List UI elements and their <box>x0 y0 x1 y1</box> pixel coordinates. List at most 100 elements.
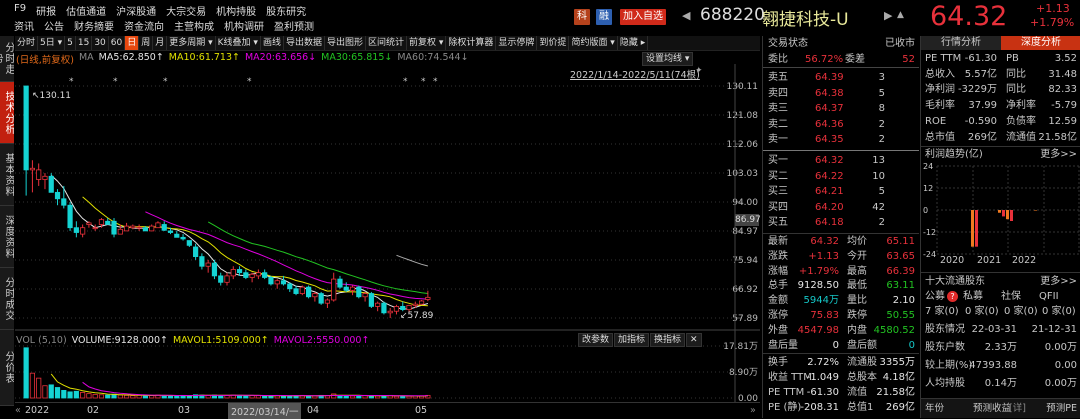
scroll-right-icon[interactable]: » <box>750 405 756 416</box>
profit-y-tick: 24 <box>923 162 933 171</box>
event-marker-icon[interactable]: * <box>113 77 118 87</box>
toolbar-item[interactable]: 30 <box>92 36 109 50</box>
forecast-detail-link[interactable]: [详] <box>1009 403 1026 414</box>
holder-types: 公募 私募 社保 QFII <box>921 289 1080 304</box>
add-indicator-button[interactable]: 加指标 <box>614 333 650 347</box>
candle <box>293 285 299 296</box>
event-marker-icon[interactable]: * <box>247 77 252 87</box>
candle <box>280 275 287 286</box>
next-stock-icon[interactable]: ▶ <box>884 9 893 22</box>
menu-item[interactable]: 估值通道 <box>66 7 107 18</box>
status-label: 交易状态 <box>768 38 808 49</box>
candle <box>393 304 400 315</box>
shareholder-row: 股东情况 22-03-31 21-12-31 <box>921 322 1080 337</box>
side-tab-deep-info[interactable]: 深度资料 <box>0 206 14 268</box>
menu-item[interactable]: 机构调研 <box>224 22 264 33</box>
holder-type[interactable]: 公募 <box>925 291 945 302</box>
menu-item[interactable]: 机构持股 <box>216 7 257 18</box>
toolbar-item[interactable]: 更多周期 ▾ <box>167 36 216 50</box>
candle <box>92 224 98 231</box>
event-marker-icon[interactable]: * <box>163 77 168 87</box>
tab-market-analysis[interactable]: 行情分析 <box>921 36 1001 50</box>
metric-value: -61.30 <box>964 53 997 64</box>
prev-stock-icon[interactable]: ◀ <box>682 9 691 22</box>
close-indicator-button[interactable]: ✕ <box>686 333 702 347</box>
candle <box>362 291 368 302</box>
holder-type[interactable]: 社保 <box>1001 291 1021 302</box>
edit-params-button[interactable]: 改参数 <box>578 333 614 347</box>
side-tab-technical[interactable]: 技术分析 <box>0 82 14 144</box>
change-indicator-button[interactable]: 换指标 <box>650 333 686 347</box>
quote-row: 金额 5944万 量比 2.10 <box>763 293 919 308</box>
toolbar-item[interactable]: 5 <box>65 36 76 50</box>
toolbar-item[interactable]: 前复权 ▾ <box>407 36 447 50</box>
toolbar-item[interactable]: 导出数据 <box>284 36 325 50</box>
toolbar-item[interactable]: 月 <box>153 36 168 50</box>
toolbar-item[interactable]: 简约版面 ▾ <box>569 36 618 50</box>
toolbar-item[interactable]: 60 <box>109 36 126 50</box>
forecast-header: 年份 预测收益 [详] 预测PE <box>921 398 1080 418</box>
pin-icon[interactable]: ✦ <box>695 66 703 76</box>
menu-item[interactable]: 大宗交易 <box>166 7 207 18</box>
date-range[interactable]: 2022/1/14-2022/5/11(74根) <box>570 70 700 81</box>
toolbar-item[interactable]: 区间统计 <box>366 36 407 50</box>
side-tab-ticks[interactable]: 分时成交 <box>0 268 14 330</box>
toolbar-item[interactable]: 分时 <box>15 36 39 50</box>
metric-value: 12.59 <box>1048 115 1077 127</box>
event-marker-icon[interactable]: * <box>433 77 438 87</box>
event-marker-icon[interactable]: * <box>69 77 74 87</box>
menu-item[interactable]: 公告 <box>44 22 64 33</box>
menu-item[interactable]: 沪深股通 <box>116 7 157 18</box>
toolbar-item[interactable]: 日 <box>125 36 140 50</box>
side-tab-intraday[interactable]: 分时走势 <box>0 36 14 82</box>
side-tab-price-dist[interactable]: 分价表 <box>0 330 14 406</box>
toolbar-item[interactable]: 15 <box>76 36 93 50</box>
add-watchlist-button[interactable]: 加入自选 <box>620 9 666 25</box>
toolbar-item[interactable]: 画线 <box>261 36 284 50</box>
toolbar-item[interactable]: 显示停牌 <box>496 36 538 50</box>
metric-label: 净利率 <box>1006 100 1036 112</box>
event-marker-icon[interactable]: * <box>403 77 408 87</box>
alert-bell-icon[interactable]: ▲ <box>897 10 904 20</box>
holder-type[interactable]: 私募 <box>963 291 983 302</box>
tab-deep-analysis[interactable]: 深度分析 <box>1001 36 1080 50</box>
toolbar-item[interactable]: K线叠加 ▾ <box>216 36 261 50</box>
metric-row: 毛利率 37.99 净利率 -5.79 <box>921 98 1080 113</box>
toolbar-item[interactable]: 除权计算器 <box>446 36 497 50</box>
ma-label[interactable]: MA <box>78 52 94 63</box>
scroll-left-icon[interactable]: « <box>15 405 21 416</box>
ratio-label: 委比 <box>768 54 788 65</box>
side-tab-basic-info[interactable]: 基本资料 <box>0 144 14 206</box>
set-ma-dropdown[interactable]: 设置均线 ▾ <box>642 52 694 66</box>
candle <box>98 218 105 228</box>
cursor-date: 2022/03/14/一 <box>228 403 302 419</box>
toolbar-item[interactable]: 周 <box>139 36 154 50</box>
level-label: 卖一 <box>768 134 788 145</box>
bid-volume: 5 <box>878 186 885 197</box>
help-icon[interactable]: ? <box>947 291 958 302</box>
more-link[interactable]: 更多>> <box>1040 276 1077 287</box>
candle <box>331 272 337 302</box>
menu-item[interactable]: 主营构成 <box>174 22 214 33</box>
toolbar-item[interactable]: 隐藏 ▸ <box>618 36 649 50</box>
holder-type[interactable]: QFII <box>1039 291 1059 302</box>
analysis-panel: 行情分析 深度分析 PE TTM -61.30 PB 3.52 总收入 5.57亿 同比 31.4… <box>920 36 1080 418</box>
menu-item[interactable]: 股东研究 <box>266 7 307 18</box>
menu-item[interactable]: 财务摘要 <box>74 22 114 33</box>
quote-label: PE TTM <box>768 387 805 398</box>
metric-value: -0.590 <box>964 115 997 127</box>
menu-item[interactable]: 研报 <box>36 7 57 18</box>
menu-item[interactable]: F9 <box>14 3 27 14</box>
toolbar-item[interactable]: 5日 ▾ <box>38 36 66 50</box>
volume-tick: 17.81万 <box>723 342 758 352</box>
event-marker-icon[interactable]: * <box>421 77 426 87</box>
menu-item[interactable]: 盈利预测 <box>274 22 314 33</box>
more-link[interactable]: 更多>> <box>1040 149 1077 160</box>
price-change: +1.13 <box>1036 2 1070 15</box>
toolbar-item[interactable]: 导出图形 <box>325 36 366 50</box>
menu-item[interactable]: 资讯 <box>14 22 34 33</box>
toolbar-item[interactable]: 到价提 <box>537 36 570 50</box>
kline-chart[interactable]: 130.11 121.08 112.06 103.03 94.00 84.97 75.94 6… <box>15 64 760 402</box>
candle <box>412 301 418 309</box>
menu-item[interactable]: 资金流向 <box>124 22 164 33</box>
